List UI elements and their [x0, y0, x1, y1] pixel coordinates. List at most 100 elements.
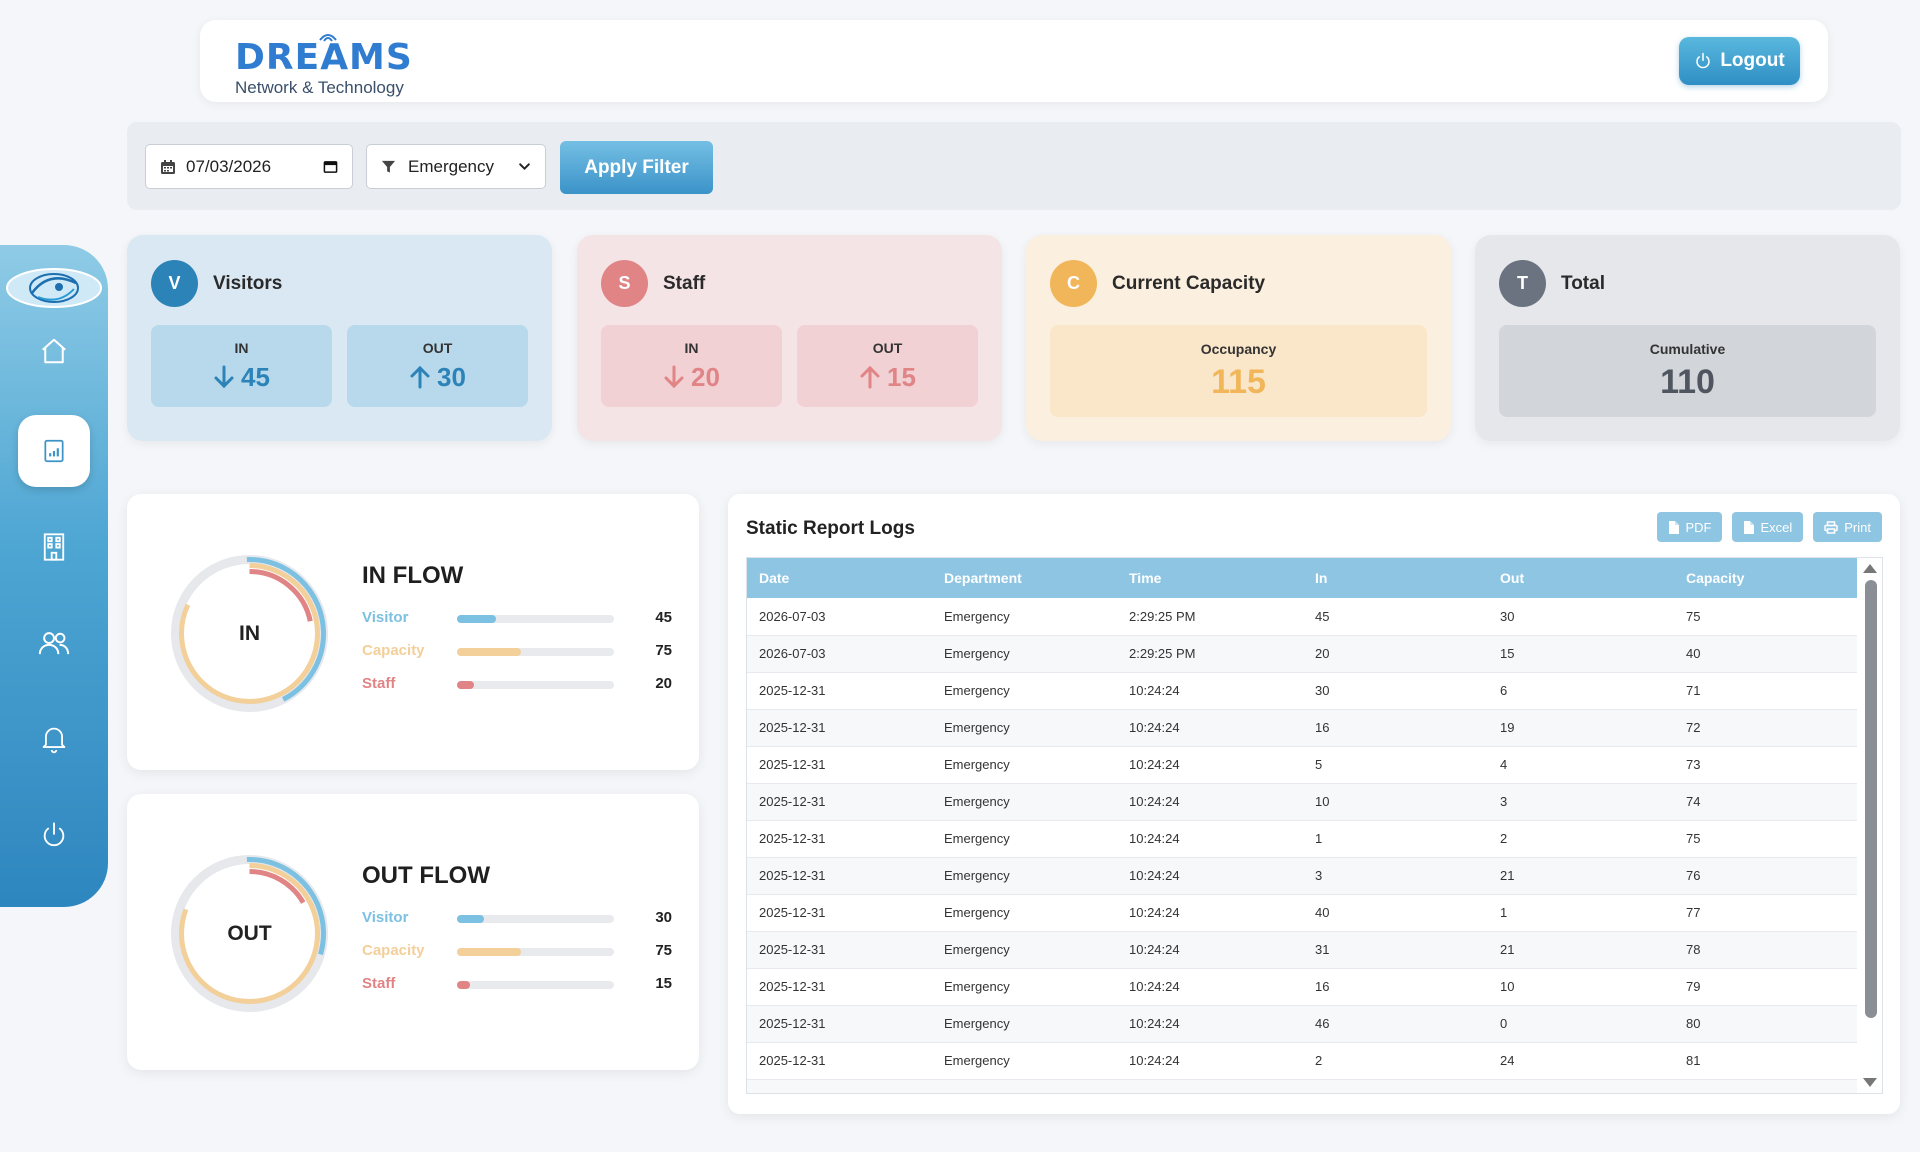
table-cell: 2025-12-31: [747, 820, 932, 858]
scroll-thumb[interactable]: [1865, 580, 1877, 1018]
in-flow-center-label: IN: [239, 621, 260, 645]
print-button[interactable]: Print: [1813, 512, 1882, 542]
table-row[interactable]: 2026-07-03 Emergency 2:29:25 PM 20 15 40: [747, 635, 1859, 673]
report-table-container: Date Department Time In Out Capacity 202…: [746, 557, 1883, 1094]
out-flow-capacity-bar: [457, 948, 522, 956]
date-input[interactable]: 07/03/2026: [145, 144, 353, 189]
table-row[interactable]: 2025-12-31 Emergency 10:24:24 46 0 80: [747, 1005, 1859, 1043]
occupancy-box: Occupancy 115: [1050, 325, 1427, 417]
table-cell: 10:24:24: [1117, 709, 1303, 747]
export-excel-button[interactable]: Excel: [1732, 512, 1804, 542]
table-cell: 10:24:24: [1117, 894, 1303, 932]
table-row[interactable]: 2025-12-31 Emergency 10:24:24 30 6 71: [747, 672, 1859, 710]
sidebar: [0, 245, 108, 907]
column-header[interactable]: Capacity: [1674, 558, 1859, 598]
column-header[interactable]: Out: [1488, 558, 1674, 598]
visitors-in-label: IN: [234, 339, 249, 356]
table-cell: 10:24:24: [1117, 931, 1303, 969]
staff-in-box: IN 20: [601, 325, 782, 407]
column-header[interactable]: Time: [1117, 558, 1303, 598]
table-row[interactable]: 2025-12-31 Emergency 10:24:24 16 19 72: [747, 709, 1859, 747]
date-picker-icon[interactable]: [323, 159, 338, 174]
table-cell: 2025-12-31: [747, 931, 932, 969]
power-icon: [1696, 52, 1711, 69]
report-table: Date Department Time In Out Capacity 202…: [747, 558, 1859, 1093]
export-pdf-button[interactable]: PDF: [1657, 512, 1723, 542]
table-row[interactable]: 2025-12-31 Emergency 10:24:24 1 2 75: [747, 820, 1859, 858]
table-cell: 21: [1488, 931, 1674, 969]
visitors-out-label: OUT: [422, 339, 453, 356]
table-cell: 72: [1674, 709, 1859, 747]
table-row[interactable]: 2025-12-31 Emergency 10:24:24 5 4 73: [747, 746, 1859, 784]
report-title: Static Report Logs: [746, 518, 915, 539]
in-flow-staff-bar: [457, 681, 475, 689]
total-title: Total: [1561, 272, 1605, 294]
table-row[interactable]: 2025-12-31 Emergency 10:24:24 2 24 81: [747, 1042, 1859, 1080]
report-panel: Static Report Logs PDF Excel Print Date …: [728, 494, 1900, 1114]
occupancy-label: Occupancy: [1200, 340, 1277, 357]
print-label: Print: [1844, 519, 1871, 535]
out-flow-row-capacity: Capacity 75: [362, 942, 672, 962]
department-select[interactable]: Emergency: [366, 144, 546, 189]
cumulative-value: 110: [1660, 362, 1715, 401]
table-row[interactable]: 2026-07-03 Emergency 2:29:25 PM 45 30 75: [747, 598, 1859, 636]
sidebar-item-reports[interactable]: [18, 415, 90, 487]
cumulative-box: Cumulative 110: [1499, 325, 1876, 417]
sidebar-item-home[interactable]: [18, 315, 90, 387]
arrow-down-icon: [214, 365, 234, 389]
in-flow-title: IN FLOW: [362, 562, 464, 589]
table-cell: 10:24:24: [1117, 1005, 1303, 1043]
occupancy-value: 115: [1211, 362, 1266, 401]
filter-icon: [381, 160, 396, 173]
antenna-tower-icon: [319, 34, 337, 42]
table-row[interactable]: 2025-12-31 Emergency 10:24:24 40 1 77: [747, 894, 1859, 932]
report-table-body: 2026-07-03 Emergency 2:29:25 PM 45 30 75 2026-…: [747, 598, 1859, 1093]
table-cell: 2:29:25 PM: [1117, 598, 1303, 636]
in-flow-capacity-track: [457, 648, 614, 656]
column-header[interactable]: Date: [747, 558, 932, 598]
visitors-in-value: 45: [241, 361, 270, 392]
table-row[interactable]: 2025-12-31 Emergency 10:24:24 3 21 76: [747, 857, 1859, 895]
table-row[interactable]: 2025-12-31 Emergency 10:24:24 10 3 74: [747, 783, 1859, 821]
file-excel-icon: [1744, 520, 1755, 534]
table-row[interactable]: 2025-12-31 Emergency 10:24:24 16 10 79: [747, 968, 1859, 1006]
table-cell: Emergency: [932, 931, 1117, 969]
column-header[interactable]: Department: [932, 558, 1117, 598]
table-cell: Emergency: [932, 968, 1117, 1006]
table-cell: 10:24:24: [1117, 820, 1303, 858]
export-excel-label: Excel: [1760, 519, 1793, 535]
out-flow-capacity-value: 75: [655, 942, 672, 959]
in-flow-staff-track: [457, 681, 614, 689]
table-cell: 2025-12-31: [747, 1005, 932, 1043]
sidebar-item-power[interactable]: [18, 799, 90, 871]
logout-label: Logout: [1720, 50, 1785, 71]
apply-filter-button[interactable]: Apply Filter: [560, 141, 713, 194]
table-scrollbar[interactable]: [1857, 558, 1882, 1093]
sidebar-item-users[interactable]: [18, 607, 90, 679]
out-flow-visitor-label: Visitor: [362, 909, 409, 926]
table-cell: Emergency: [932, 672, 1117, 710]
visitors-card: V Visitors IN 45 OUT 30: [127, 235, 552, 441]
out-flow-visitor-track: [457, 915, 614, 923]
in-flow-donut: [171, 555, 328, 712]
sidebar-item-notifications[interactable]: [18, 703, 90, 775]
table-row[interactable]: 2025-12-31 Emergency 10:24:24 31 21 78: [747, 931, 1859, 969]
out-flow-capacity-track: [457, 948, 614, 956]
table-cell: 10:24:24: [1117, 1042, 1303, 1080]
in-flow-visitor-value: 45: [655, 609, 672, 626]
arrow-up-icon: [410, 365, 430, 389]
table-cell: 16: [1303, 968, 1488, 1006]
logout-button[interactable]: Logout: [1679, 37, 1800, 85]
in-flow-staff-label: Staff: [362, 675, 396, 692]
table-cell: 10:24:24: [1117, 746, 1303, 784]
table-cell: 2: [1303, 1042, 1488, 1080]
scroll-up-arrow[interactable]: [1863, 564, 1877, 573]
table-cell: 3: [1303, 857, 1488, 895]
scroll-down-arrow[interactable]: [1863, 1078, 1877, 1087]
out-flow-panel: OUT OUT FLOW Visitor 30 Capacity 75 Staf…: [127, 794, 699, 1070]
column-header[interactable]: In: [1303, 558, 1488, 598]
home-icon: [42, 338, 66, 364]
table-cell: 75: [1674, 820, 1859, 858]
sidebar-item-departments[interactable]: [18, 511, 90, 583]
